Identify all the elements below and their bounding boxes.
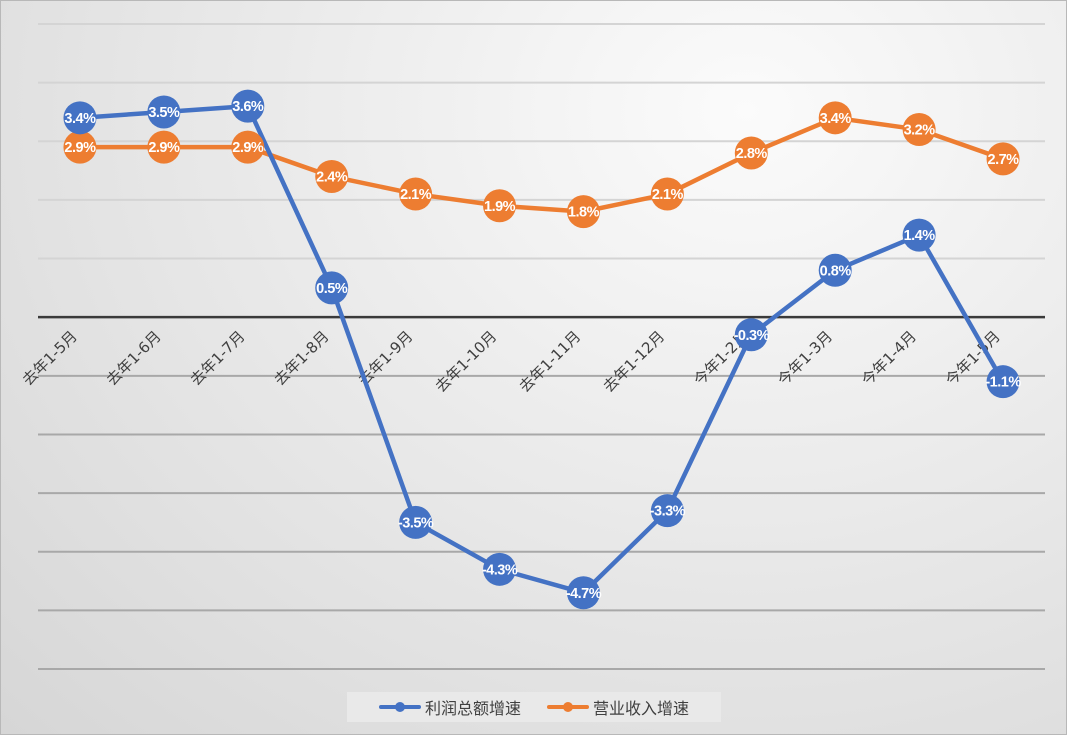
data-point-marker bbox=[63, 101, 97, 135]
x-tick-label: 去年1-12月 bbox=[600, 327, 669, 396]
data-label: -1.1% bbox=[985, 375, 1021, 391]
x-tick-label: 去年1-10月 bbox=[432, 327, 501, 396]
x-tick-label: 去年1-11月 bbox=[516, 327, 585, 396]
data-point-marker bbox=[566, 576, 600, 610]
x-tick-label: 去年1-7月 bbox=[187, 327, 249, 389]
data-label: 2.9% bbox=[64, 140, 96, 156]
data-label: 2.9% bbox=[148, 140, 180, 156]
data-point-marker bbox=[986, 365, 1020, 399]
data-label: 0.5% bbox=[316, 281, 348, 297]
data-label: 2.8% bbox=[736, 146, 768, 162]
data-label: 3.6% bbox=[232, 99, 264, 115]
data-label: 2.1% bbox=[400, 187, 432, 203]
data-label: -4.7% bbox=[566, 586, 602, 602]
data-label: 3.5% bbox=[148, 105, 180, 121]
data-point-marker bbox=[734, 318, 768, 352]
data-point-marker bbox=[483, 552, 517, 586]
data-label: 3.2% bbox=[904, 123, 936, 139]
x-tick-label: 今年1-4月 bbox=[858, 327, 920, 389]
data-point-marker bbox=[399, 505, 433, 539]
x-tick-label: 今年1-3月 bbox=[774, 327, 836, 389]
data-label: 2.7% bbox=[988, 152, 1020, 168]
data-point-marker bbox=[566, 195, 600, 229]
series-line bbox=[79, 115, 1004, 214]
data-label: 3.4% bbox=[820, 111, 852, 127]
data-label: -3.5% bbox=[398, 515, 434, 531]
data-label: -3.3% bbox=[650, 504, 686, 520]
data-point-marker bbox=[902, 113, 936, 147]
data-point-marker bbox=[483, 189, 517, 223]
data-label: 1.9% bbox=[484, 199, 516, 215]
legend-line-marker-icon bbox=[378, 702, 421, 712]
data-label: -4.3% bbox=[482, 562, 518, 578]
data-point-marker bbox=[231, 130, 265, 164]
data-label: 2.4% bbox=[316, 169, 348, 185]
data-label: 1.8% bbox=[568, 205, 600, 221]
data-point-marker bbox=[315, 159, 349, 193]
data-point-marker bbox=[650, 494, 684, 528]
data-label: -0.3% bbox=[734, 328, 770, 344]
x-tick-label: 去年1-8月 bbox=[271, 327, 333, 389]
data-point-marker bbox=[147, 95, 181, 129]
data-point-marker bbox=[231, 89, 265, 123]
data-label: 0.8% bbox=[820, 263, 852, 279]
data-point-marker bbox=[650, 177, 684, 211]
data-label: 2.9% bbox=[232, 140, 264, 156]
legend-label: 营业收入增速 bbox=[593, 699, 690, 718]
data-point-marker bbox=[986, 142, 1020, 176]
data-point-marker bbox=[399, 177, 433, 211]
legend-item-profit: 利润总额增速 bbox=[378, 695, 521, 719]
data-point-marker bbox=[315, 271, 349, 305]
x-tick-label: 去年1-5月 bbox=[19, 327, 81, 389]
legend-label: 利润总额增速 bbox=[424, 699, 521, 718]
legend-item-revenue: 营业收入增速 bbox=[547, 695, 689, 719]
legend-line-marker-icon bbox=[547, 702, 589, 712]
data-label: 1.4% bbox=[904, 228, 936, 244]
data-label: 2.1% bbox=[652, 187, 684, 203]
data-point-marker bbox=[902, 218, 936, 252]
data-point-marker bbox=[147, 130, 181, 164]
data-point-marker bbox=[818, 253, 852, 287]
data-point-marker bbox=[818, 101, 852, 135]
x-tick-label: 去年1-6月 bbox=[103, 327, 165, 389]
data-point-marker bbox=[734, 136, 768, 170]
data-point-marker bbox=[63, 130, 97, 164]
data-label: 3.4% bbox=[64, 111, 96, 127]
chart-legend: 利润总额增速 营业收入增速 bbox=[347, 692, 721, 722]
